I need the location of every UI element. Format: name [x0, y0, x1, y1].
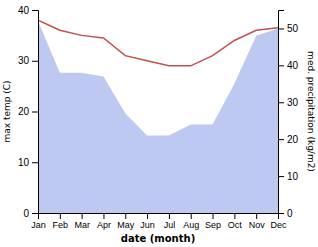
- tick: Jun: [140, 213, 155, 230]
- tick-mark: [278, 176, 284, 177]
- tick-label: 20: [287, 134, 299, 145]
- tick-mark: [234, 213, 235, 219]
- axis-line: [39, 214, 279, 220]
- tick-label: Feb: [53, 220, 69, 230]
- tick-mark: [32, 112, 38, 113]
- tick: Dec: [270, 213, 287, 230]
- tick: Aug: [183, 213, 199, 230]
- tick-mark: [256, 213, 257, 219]
- tick-mark: [32, 61, 38, 62]
- tick: Nov: [249, 213, 266, 230]
- tick: 20: [278, 134, 299, 145]
- tick-label: 0: [23, 208, 29, 219]
- tick-mark: [278, 102, 284, 103]
- tick-label: 30: [18, 55, 30, 66]
- tick-label: 50: [287, 23, 299, 34]
- tick-label: 40: [18, 5, 30, 16]
- tick: 30: [18, 55, 38, 66]
- area: [38, 21, 278, 213]
- tick-mark: [147, 213, 148, 219]
- tick-mark: [191, 213, 192, 219]
- tick-mark: [60, 213, 61, 219]
- tick-label: 40: [287, 60, 299, 71]
- tick: Jul: [164, 213, 176, 230]
- tick-label: Jul: [164, 220, 176, 230]
- tick: 20: [18, 106, 38, 117]
- y2-axis-title: med. precipitation (kg/m2): [306, 51, 316, 172]
- tick-label: Aug: [183, 220, 199, 230]
- tick-mark: [125, 213, 126, 219]
- tick-label: Mar: [74, 220, 90, 230]
- tick: 40: [18, 5, 38, 16]
- tick: Mar: [74, 213, 90, 230]
- tick-mark: [278, 65, 284, 66]
- tick: 10: [18, 157, 38, 168]
- axis-line: [32, 11, 39, 214]
- x-axis-title: date (month): [121, 233, 195, 244]
- tick-label: Oct: [228, 220, 243, 230]
- tick-mark: [213, 213, 214, 219]
- tick-mark: [103, 213, 104, 219]
- tick: 0: [23, 208, 38, 219]
- tick: May: [117, 213, 135, 230]
- tick: Feb: [53, 213, 69, 230]
- tick-label: Nov: [249, 220, 266, 230]
- tick-label: Dec: [270, 220, 287, 230]
- x-axis: Jan Feb Mar Apr May Jun Jul Aug Sep Oct Nov Dec: [31, 213, 287, 230]
- tick-label: May: [117, 220, 135, 230]
- tick: Apr: [97, 213, 111, 230]
- axis-line: [279, 11, 285, 214]
- tick-mark: [32, 213, 38, 214]
- tick: 0: [278, 208, 293, 219]
- tick-mark: [32, 10, 38, 11]
- tick: Sep: [205, 213, 221, 230]
- chart: JanFebMarAprMayJunJulAugSepOctNovDec0102…: [0, 0, 318, 247]
- tick-label: Jun: [140, 220, 155, 230]
- tick-label: 30: [287, 97, 299, 108]
- tick-mark: [32, 162, 38, 163]
- tick: 10: [278, 171, 299, 182]
- tick: Oct: [228, 213, 243, 230]
- y-axis-title: max temp (C): [2, 80, 12, 142]
- tick-label: 20: [18, 106, 30, 117]
- tick-label: 0: [287, 208, 293, 219]
- tick-mark: [278, 28, 284, 29]
- tick-label: 10: [287, 171, 299, 182]
- line: [38, 20, 278, 66]
- tick-mark: [82, 213, 83, 219]
- marks: [38, 20, 278, 213]
- tick: Jan: [31, 213, 46, 230]
- plot-area: JanFebMarAprMayJunJulAugSepOctNovDec0102…: [18, 5, 299, 231]
- tick-label: 10: [18, 157, 30, 168]
- tick: 40: [278, 60, 299, 71]
- tick: 30: [278, 97, 299, 108]
- tick-mark: [278, 139, 284, 140]
- tick-label: Sep: [205, 220, 221, 230]
- tick-label: Apr: [97, 220, 111, 230]
- tick-mark: [169, 213, 170, 219]
- tick-label: Jan: [31, 220, 46, 230]
- tick: 50: [278, 23, 299, 34]
- tick-mark: [278, 213, 284, 214]
- y-axis: 0 10 20 30 40: [18, 5, 39, 219]
- y2-axis: 0 10 20 30 40 50: [278, 11, 299, 219]
